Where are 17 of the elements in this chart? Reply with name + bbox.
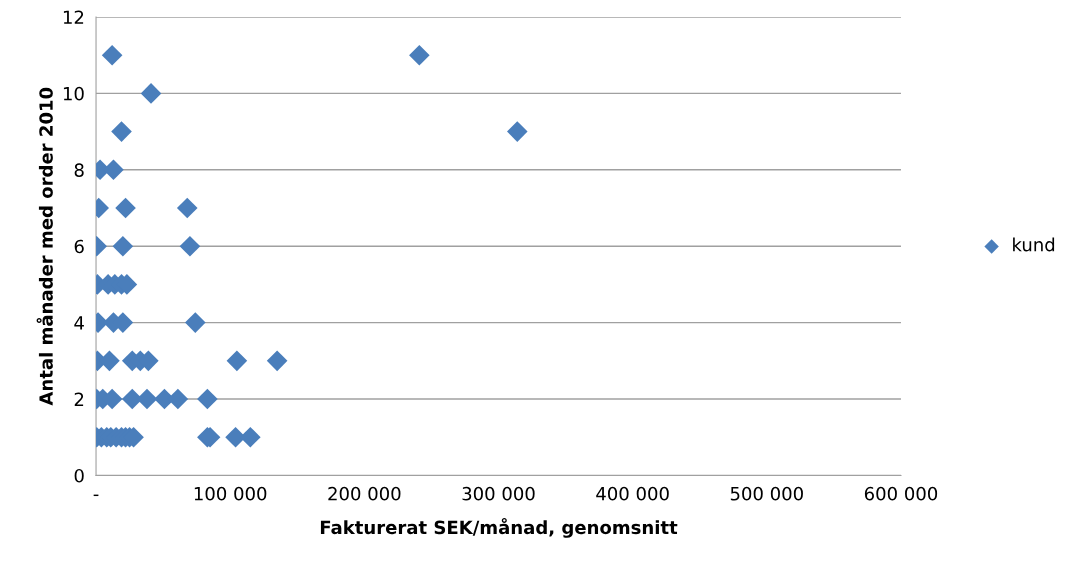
y-tick-label: 4 (74, 316, 84, 330)
x-tick-label: - (93, 494, 99, 497)
x-axis-title: Fakturerat SEK/månad, genomsnitt (320, 517, 678, 538)
x-tick-label: 600 000 (864, 486, 938, 501)
x-tick-label: 300 000 (462, 486, 535, 501)
x-tick-label: 500 000 (730, 486, 803, 501)
x-tick-label: 100 000 (194, 486, 267, 501)
legend-label: kund (1013, 237, 1055, 252)
y-tick-label: 10 (63, 86, 84, 101)
y-tick-label: 6 (74, 239, 84, 254)
y-tick-label: 2 (74, 392, 84, 406)
y-tick-label: 0 (74, 468, 84, 483)
x-tick-label: 200 000 (328, 486, 401, 501)
y-tick-label: 8 (74, 163, 84, 177)
y-tick-label: 12 (63, 10, 84, 24)
y-axis-title: Antal månader med order 2010 (36, 87, 53, 406)
x-tick-label: 400 000 (596, 486, 669, 501)
